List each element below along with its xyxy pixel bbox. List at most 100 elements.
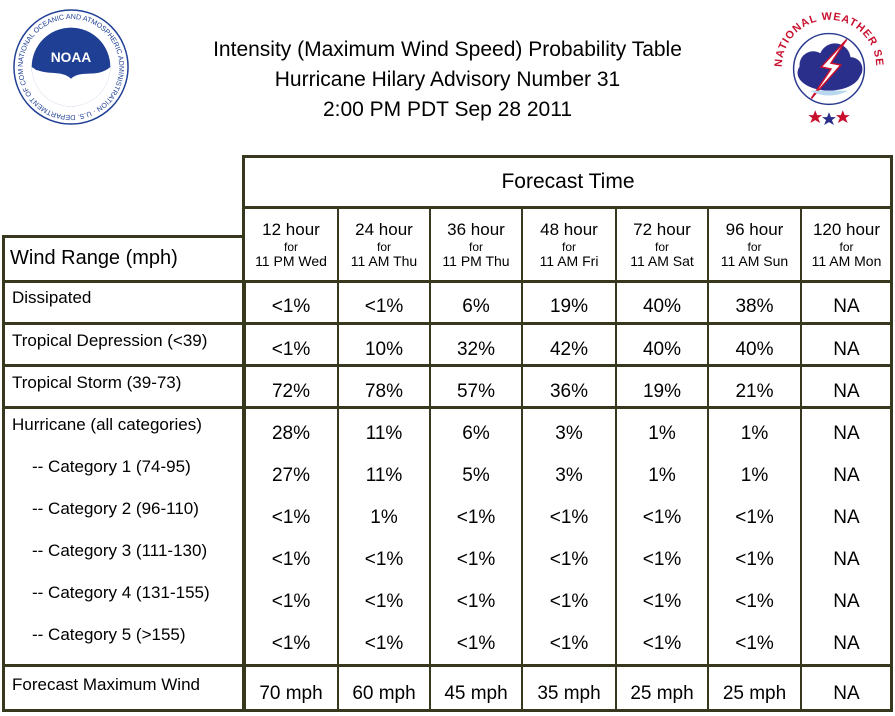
- table-border: [2, 364, 893, 367]
- table-border: [2, 709, 893, 712]
- table-cell: NA: [833, 507, 860, 528]
- column-valid-time: 11 AM Sat: [630, 253, 694, 269]
- table-cell: <1%: [735, 507, 774, 528]
- table-cell: <1%: [364, 633, 404, 654]
- table-border: [707, 280, 709, 711]
- column-header: 72 hour for 11 AM Sat: [616, 208, 708, 280]
- table-cell: <1%: [642, 633, 682, 654]
- forecast-time-header: Forecast Time: [501, 170, 635, 193]
- table-cell: 60 mph: [352, 683, 416, 704]
- column-valid-time: 11 AM Thu: [350, 253, 418, 269]
- table-cell: 40%: [642, 296, 682, 317]
- table-border: [242, 206, 893, 209]
- table-cell: 32%: [456, 339, 496, 360]
- table-cell: <1%: [735, 549, 774, 570]
- table-cell: <1%: [549, 633, 589, 654]
- table-cell: <1%: [456, 507, 496, 528]
- table-border: [337, 206, 339, 282]
- table-border: [800, 206, 802, 282]
- table-cell: 11%: [365, 465, 403, 486]
- row-label: -- Category 5 (>155): [32, 625, 186, 644]
- column-header: 36 hour for 11 PM Thu: [430, 208, 522, 280]
- column-for: for: [654, 240, 669, 254]
- table-cell: 40%: [642, 339, 682, 360]
- table-cell: 27%: [271, 465, 311, 486]
- table-cell: 70 mph: [259, 683, 323, 704]
- column-valid-time: 11 AM Fri: [539, 253, 599, 269]
- row-label: -- Category 3 (111-130): [32, 541, 208, 560]
- table-cell: 72%: [271, 381, 311, 402]
- column-for: for: [561, 240, 576, 254]
- table-cell: NA: [833, 423, 860, 444]
- column-valid-time: 11 AM Sun: [720, 253, 789, 269]
- column-hour: 24 hour: [355, 220, 413, 239]
- table-cell: 1%: [648, 465, 676, 486]
- table-cell: <1%: [549, 549, 589, 570]
- table-cell: <1%: [271, 633, 311, 654]
- row-label: Hurricane (all categories): [12, 415, 202, 434]
- table-cell: 1%: [648, 423, 676, 444]
- column-valid-time: 11 AM Mon: [811, 253, 882, 269]
- table-cell: 5%: [462, 465, 490, 486]
- table-cell: <1%: [364, 591, 404, 612]
- row-label: -- Category 2 (96-110): [32, 499, 199, 518]
- row-label: Tropical Storm (39-73): [12, 373, 182, 392]
- column-hour: 120 hour: [812, 220, 881, 239]
- table-border: [2, 406, 893, 409]
- table-cell: 10%: [364, 339, 404, 360]
- table-cell: 25 mph: [722, 683, 787, 704]
- table-cell: <1%: [456, 591, 496, 612]
- table-cell: NA: [833, 549, 860, 570]
- table-cell: 40%: [735, 339, 774, 360]
- table-cell: NA: [833, 339, 860, 360]
- table-cell: 1%: [740, 423, 769, 444]
- table-cell: 3%: [555, 423, 583, 444]
- table-cell: NA: [833, 381, 860, 402]
- table-cell: NA: [833, 633, 860, 654]
- column-for: for: [283, 240, 298, 254]
- table-cell: NA: [833, 465, 860, 486]
- table-cell: 19%: [642, 381, 682, 402]
- column-header: 24 hour for 11 AM Thu: [338, 208, 430, 280]
- table-border: [615, 280, 617, 711]
- table-border: [707, 206, 709, 282]
- table-cell: 11%: [365, 423, 403, 444]
- column-hour: 48 hour: [540, 220, 598, 239]
- nws-logo: NATIONAL WEATHER SERVICE: [770, 8, 884, 126]
- column-header: 12 hour for 11 PM Wed: [244, 208, 338, 280]
- column-hour: 12 hour: [262, 220, 320, 239]
- table-cell: 19%: [549, 296, 589, 317]
- table-border: [242, 155, 245, 712]
- table-border: [2, 235, 5, 712]
- table-cell: <1%: [364, 549, 404, 570]
- table-border: [521, 280, 523, 711]
- column-hour: 36 hour: [447, 220, 505, 239]
- row-label: Dissipated: [12, 288, 92, 307]
- table-border: [2, 280, 893, 283]
- table-cell: 45 mph: [444, 683, 508, 704]
- row-label: -- Category 4 (131-155): [32, 583, 210, 602]
- table-cell: 1%: [370, 507, 398, 528]
- column-valid-time: 11 PM Wed: [255, 253, 327, 269]
- table-cell: 28%: [271, 423, 311, 444]
- column-header: 120 hour for 11 AM Mon: [801, 208, 892, 280]
- column-for: for: [747, 240, 762, 254]
- table-cell: NA: [833, 591, 860, 612]
- table-border: [800, 280, 802, 711]
- table-cell: <1%: [364, 296, 404, 317]
- table-cell: 3%: [555, 465, 583, 486]
- table-cell: <1%: [271, 549, 311, 570]
- table-cell: <1%: [271, 591, 311, 612]
- table-border: [244, 280, 246, 711]
- title-line-2: Hurricane Hilary Advisory Number 31: [274, 68, 621, 91]
- table-cell: <1%: [642, 591, 682, 612]
- svg-text:NOAA: NOAA: [51, 50, 92, 65]
- table-border: [615, 206, 617, 282]
- table-border: [429, 206, 431, 282]
- table-cell: <1%: [456, 549, 496, 570]
- table-cell: 38%: [735, 296, 774, 317]
- column-hour: 96 hour: [725, 220, 784, 239]
- table-border: [2, 322, 893, 325]
- table-cell: <1%: [735, 633, 774, 654]
